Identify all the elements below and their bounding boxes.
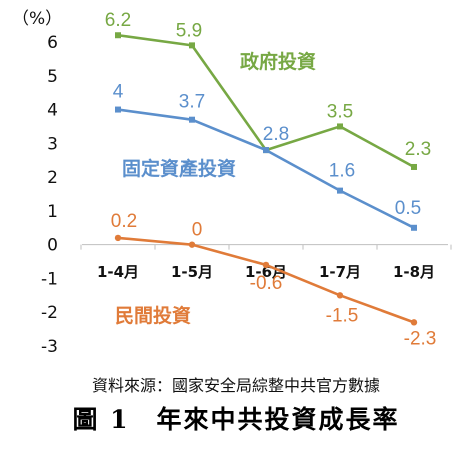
data-label: -2.3	[404, 328, 437, 349]
y-tick-label: 5	[47, 67, 58, 87]
data-point	[115, 32, 121, 39]
data-label: 0.2	[111, 211, 137, 232]
y-tick-label: -3	[41, 337, 58, 357]
data-point	[336, 292, 344, 299]
series-layer: 6.2 5.9 3.5 2.3 政府投資 4 3.7 2.8 1.6 0.5 固定資產投資 0.2 0 -…	[105, 10, 437, 349]
data-label: 4	[113, 82, 124, 103]
data-point	[189, 116, 195, 123]
data-point	[114, 234, 122, 242]
line-chart: （%） 6 5 4 3 2 1 0 -1 -2 -3 1-4月 1-5月 1-6月 1-7月 1-8月 6…	[12, 9, 452, 357]
series-name-label: 固定資產投資	[122, 157, 236, 180]
x-axis: 1-4月 1-5月 1-6月 1-7月 1-8月	[80, 244, 452, 281]
data-point	[189, 42, 195, 49]
unit-label: （%）	[12, 9, 62, 29]
figure-caption: 圖 1 年來中共投資成長率	[72, 405, 400, 434]
y-tick-label: -1	[41, 269, 58, 289]
data-point	[337, 123, 343, 130]
x-tick-label: 1-5月	[171, 263, 213, 281]
y-tick-label: -2	[41, 303, 58, 323]
data-label: 3.7	[179, 92, 205, 113]
data-point	[337, 187, 343, 194]
series-3: 0.2 0 -0.6 -1.5 -2.3 民間投資	[111, 211, 437, 349]
y-tick-label: 3	[47, 134, 58, 154]
data-point	[262, 261, 270, 269]
source-note: 資料來源：國家安全局綜整中共官方數據	[91, 376, 380, 395]
data-point	[411, 224, 417, 231]
y-axis: 6 5 4 3 2 1 0 -1 -2 -3	[41, 33, 58, 357]
y-tick-label: 4	[47, 101, 58, 121]
data-label: 0	[192, 220, 203, 241]
series-1: 6.2 5.9 3.5 2.3 政府投資	[105, 10, 431, 170]
data-label: 0.5	[395, 198, 421, 219]
series-name-label: 政府投資	[240, 50, 316, 73]
data-label: 1.6	[329, 161, 355, 182]
y-tick-label: 0	[47, 236, 58, 256]
x-tick-label: 1-7月	[319, 263, 361, 281]
series-name-label: 民間投資	[115, 304, 191, 327]
x-tick-label: 1-4月	[97, 263, 139, 281]
data-label: 2.8	[263, 124, 289, 145]
data-point	[263, 147, 269, 154]
data-label: -0.6	[250, 273, 283, 294]
data-point	[410, 319, 418, 326]
series-2: 4 3.7 2.8 1.6 0.5 固定資產投資	[113, 82, 421, 231]
data-label: 2.3	[405, 139, 431, 160]
data-label: 6.2	[105, 10, 131, 31]
data-point	[115, 106, 121, 113]
x-tick-label: 1-6月	[245, 263, 287, 281]
y-tick-label: 2	[47, 168, 58, 188]
data-label: 5.9	[176, 20, 202, 41]
y-tick-label: 1	[47, 202, 58, 222]
data-label: 3.5	[327, 101, 353, 122]
x-tick-label: 1-8月	[393, 263, 435, 281]
data-point	[188, 241, 196, 248]
y-tick-label: 6	[47, 33, 58, 53]
data-point	[411, 163, 417, 170]
data-label: -1.5	[326, 305, 359, 326]
